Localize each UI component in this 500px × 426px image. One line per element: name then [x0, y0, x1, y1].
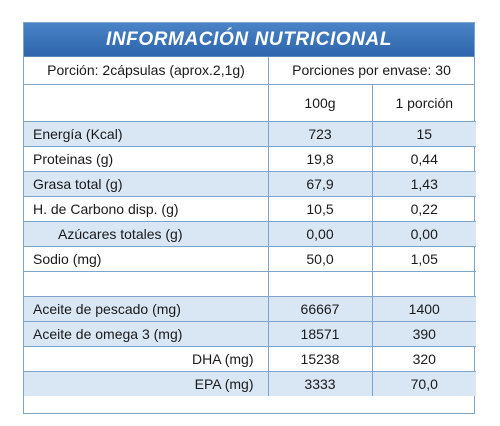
column-header-100g: 100g: [267, 85, 373, 122]
portion-size: Porción: 2cápsulas (aprox.2,1g): [24, 57, 269, 84]
row-value-portion: 0,22: [371, 196, 476, 222]
row-value-100g: 50,0: [267, 246, 373, 272]
header-empty-cell: [24, 85, 269, 122]
column-header-row: 100g 1 porción: [24, 85, 476, 122]
table-row: EPA (mg) 3333 70,0: [24, 371, 476, 396]
row-value-100g: 10,5: [267, 196, 373, 222]
separator-row: [24, 271, 476, 297]
row-value-100g: 723: [267, 121, 373, 147]
row-label: Aceite de omega 3 (mg): [24, 321, 269, 347]
panel-title: INFORMACIÓN NUTRICIONAL: [24, 23, 474, 57]
table-row: Aceite de omega 3 (mg) 18571 390: [24, 321, 476, 347]
table-row: Sodio (mg) 50,0 1,05: [24, 246, 476, 272]
servings-per-container: Porciones por envase: 30: [292, 62, 451, 78]
separator-cell: [267, 271, 373, 297]
row-value-100g: 0,00: [267, 221, 373, 247]
separator-cell: [24, 271, 269, 297]
row-value-100g: 3333: [267, 371, 373, 396]
row-value-portion: 1400: [371, 296, 476, 322]
table-row: Energía (Kcal) 723 15: [24, 121, 476, 147]
row-value-portion: 70,0: [371, 371, 476, 396]
nutrition-table: 100g 1 porción Energía (Kcal) 723 15 Pro…: [24, 85, 476, 396]
row-value-portion: 390: [371, 321, 476, 347]
nutrition-panel: INFORMACIÓN NUTRICIONAL Porción: 2cápsul…: [23, 22, 476, 414]
table-row: Grasa total (g) 67,9 1,43: [24, 171, 476, 197]
row-label: Azúcares totales (g): [24, 221, 269, 247]
separator-cell: [371, 271, 476, 297]
row-value-100g: 66667: [267, 296, 373, 322]
row-value-portion: 0,00: [371, 221, 476, 247]
row-label: H. de Carbono disp. (g): [24, 196, 269, 222]
row-value-100g: 19,8: [267, 146, 373, 172]
row-value-portion: 1,05: [371, 246, 476, 272]
row-value-100g: 18571: [267, 321, 373, 347]
portion-row: Porción: 2cápsulas (aprox.2,1g) Porcione…: [24, 57, 474, 85]
row-label: Aceite de pescado (mg): [24, 296, 269, 322]
row-label: Sodio (mg): [24, 246, 269, 272]
row-value-portion: 0,44: [371, 146, 476, 172]
row-value-100g: 15238: [267, 346, 373, 372]
row-label: Proteinas (g): [24, 146, 269, 172]
table-row: H. de Carbono disp. (g) 10,5 0,22: [24, 196, 476, 222]
column-header-portion: 1 porción: [371, 85, 476, 122]
table-row: Aceite de pescado (mg) 66667 1400: [24, 296, 476, 322]
row-value-portion: 320: [371, 346, 476, 372]
row-value-portion: 1,43: [371, 171, 476, 197]
row-label: DHA (mg): [24, 346, 269, 372]
table-row: DHA (mg) 15238 320: [24, 346, 476, 372]
table-row: Proteinas (g) 19,8 0,44: [24, 146, 476, 172]
table-row: Azúcares totales (g) 0,00 0,00: [24, 221, 476, 247]
row-label: Grasa total (g): [24, 171, 269, 197]
row-label: Energía (Kcal): [24, 121, 269, 147]
row-label: EPA (mg): [24, 371, 269, 396]
row-value-portion: 15: [371, 121, 476, 147]
row-value-100g: 67,9: [267, 171, 373, 197]
